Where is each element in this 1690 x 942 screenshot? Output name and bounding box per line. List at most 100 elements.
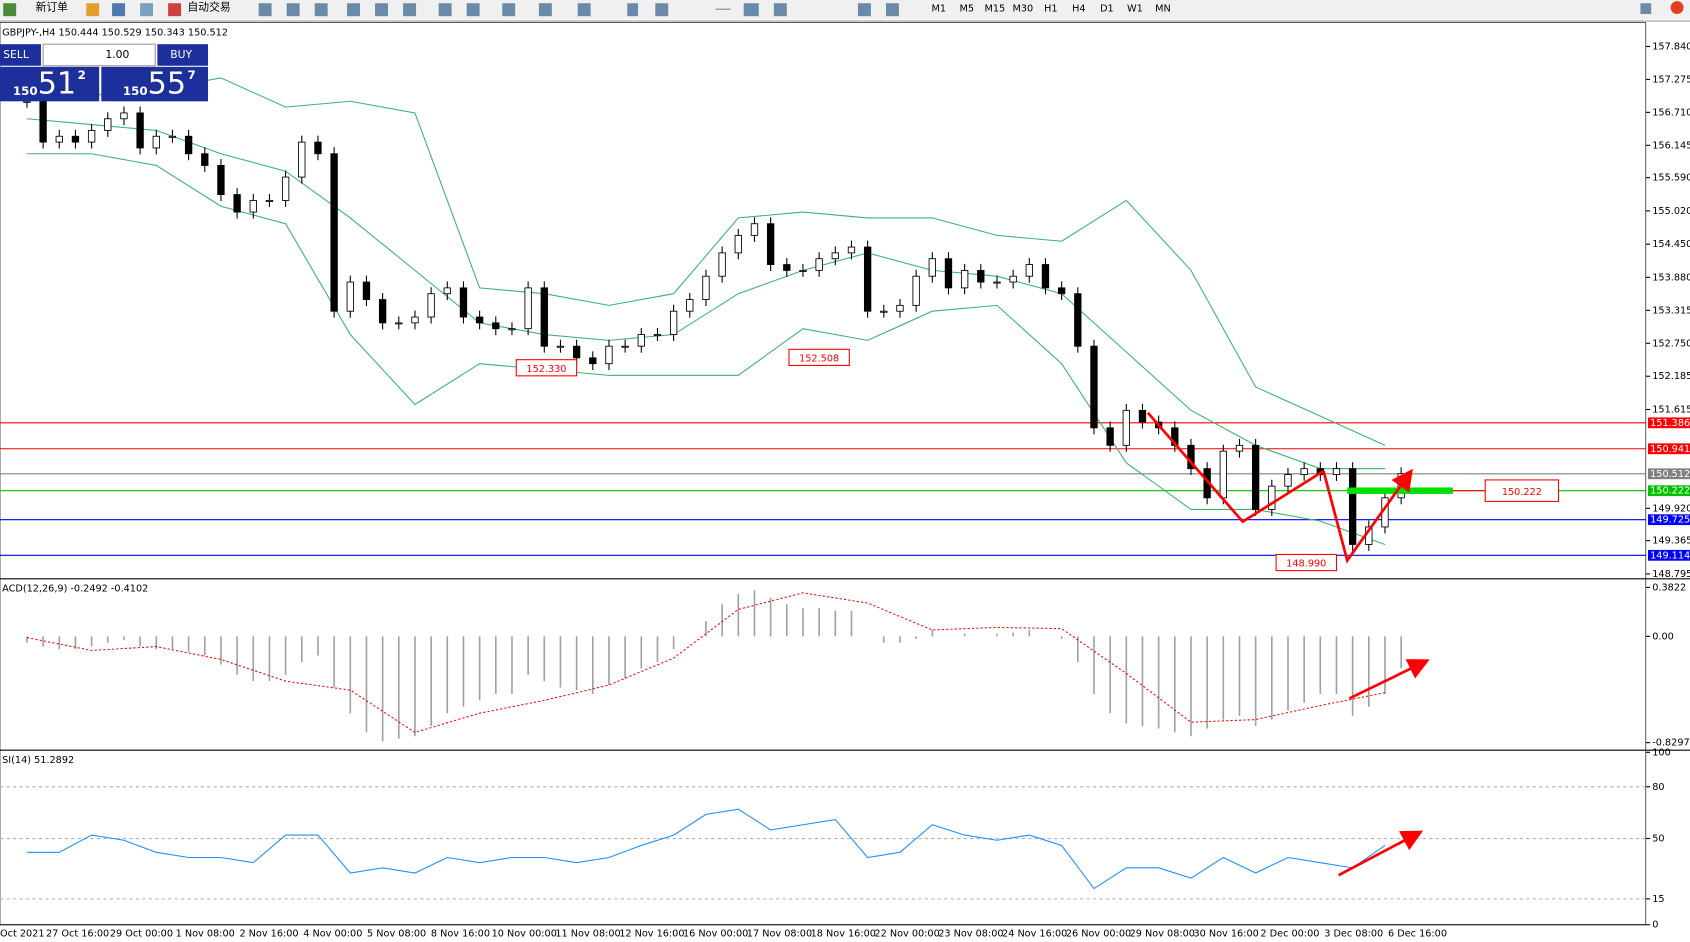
tool[interactable] bbox=[466, 3, 480, 17]
candle bbox=[653, 334, 662, 337]
candle bbox=[201, 153, 209, 166]
candle bbox=[637, 334, 645, 347]
tool[interactable] bbox=[857, 3, 871, 17]
x-tick-label: 17 Nov 08:00 bbox=[747, 928, 812, 939]
y-tick-label: 156.710 bbox=[1652, 107, 1690, 118]
tool[interactable] bbox=[885, 3, 899, 17]
level-label: 149.725 bbox=[1650, 515, 1690, 526]
y-tick-label: 50 bbox=[1652, 834, 1664, 845]
icon[interactable] bbox=[140, 3, 154, 17]
sell-label[interactable]: SELL bbox=[3, 48, 29, 61]
candle bbox=[880, 310, 888, 313]
y-tick-label: 149.920 bbox=[1652, 503, 1690, 514]
level-tag bbox=[1647, 514, 1690, 526]
tool[interactable] bbox=[403, 3, 417, 17]
icon[interactable] bbox=[112, 3, 126, 17]
level-tag bbox=[1647, 443, 1690, 455]
candle bbox=[734, 234, 742, 254]
tool[interactable] bbox=[577, 3, 591, 17]
tool[interactable] bbox=[502, 3, 516, 17]
tool[interactable] bbox=[627, 3, 639, 17]
tool[interactable] bbox=[286, 3, 300, 17]
level-label: 151.386 bbox=[1650, 418, 1690, 429]
band-upper bbox=[26, 77, 1386, 446]
tool[interactable] bbox=[347, 3, 360, 17]
timeframe-button[interactable]: D1 bbox=[1100, 4, 1114, 15]
new-order-button[interactable]: 新订单 bbox=[36, 1, 69, 14]
candle bbox=[847, 246, 856, 254]
lots[interactable]: 1.00 bbox=[105, 48, 129, 61]
tool[interactable] bbox=[715, 8, 731, 10]
candle bbox=[977, 269, 985, 283]
timeframe-button[interactable]: H4 bbox=[1072, 4, 1085, 15]
tool[interactable] bbox=[773, 3, 787, 17]
y-tick-label: 0.00 bbox=[1652, 631, 1674, 642]
timeframe-button[interactable]: W1 bbox=[1127, 4, 1143, 15]
y-tick-label: 151.615 bbox=[1652, 404, 1690, 415]
tool[interactable] bbox=[655, 3, 669, 17]
price-annotation-box bbox=[1484, 479, 1560, 503]
timeframe-button[interactable]: M1 bbox=[932, 4, 947, 15]
ask-handle: 150 bbox=[123, 84, 148, 98]
candle bbox=[395, 322, 403, 325]
buy-button[interactable] bbox=[157, 44, 209, 66]
chart-tools bbox=[258, 3, 1652, 17]
candle bbox=[1041, 264, 1050, 289]
tool[interactable] bbox=[538, 3, 552, 17]
candle bbox=[120, 112, 128, 120]
candle bbox=[960, 269, 969, 289]
tool[interactable] bbox=[258, 3, 272, 17]
candle bbox=[217, 164, 225, 196]
tool[interactable] bbox=[438, 3, 452, 17]
auto-trade-button[interactable]: 自动交易 bbox=[188, 1, 231, 14]
candle bbox=[87, 129, 96, 143]
timeframe-button[interactable]: H1 bbox=[1044, 4, 1057, 15]
price-annotation-box bbox=[788, 348, 850, 367]
level-tag bbox=[1647, 549, 1690, 561]
candle bbox=[411, 316, 419, 324]
candle bbox=[993, 281, 1001, 284]
candle bbox=[912, 275, 920, 306]
level-tag bbox=[1647, 485, 1690, 497]
bid-box[interactable] bbox=[0, 66, 100, 102]
timeframe-button[interactable]: M15 bbox=[984, 4, 1005, 15]
new-order-icon[interactable] bbox=[3, 3, 17, 17]
timeframe-button[interactable]: MN bbox=[1155, 4, 1171, 15]
candle bbox=[1300, 468, 1308, 475]
y-tick-label: 153.315 bbox=[1652, 305, 1690, 316]
level-label: 149.114 bbox=[1650, 550, 1690, 561]
level-label: 150.941 bbox=[1650, 444, 1690, 455]
candle bbox=[589, 357, 597, 365]
sell-button[interactable] bbox=[0, 44, 41, 66]
buy-label[interactable]: BUY bbox=[170, 48, 192, 61]
candle bbox=[168, 135, 177, 138]
price-panel: 157.840 157.275 156.710 156.145 155.590 155.0… bbox=[0, 41, 1690, 580]
auto-trade-icon[interactable] bbox=[168, 3, 182, 17]
ask-box[interactable] bbox=[101, 66, 209, 102]
macd-arrow bbox=[1348, 659, 1430, 700]
icon[interactable] bbox=[86, 3, 100, 17]
candle bbox=[443, 287, 451, 295]
candle bbox=[1122, 409, 1130, 446]
notification[interactable] bbox=[1670, 1, 1684, 15]
timeframe-button[interactable]: M5 bbox=[960, 4, 975, 15]
drawn-arrows bbox=[1146, 411, 1430, 877]
tool[interactable] bbox=[743, 3, 759, 17]
tool[interactable] bbox=[314, 3, 328, 17]
candle bbox=[1138, 409, 1147, 423]
candle bbox=[298, 141, 306, 178]
candle bbox=[459, 287, 468, 318]
timeframe-button[interactable]: M30 bbox=[1012, 4, 1033, 15]
candle bbox=[71, 135, 80, 143]
x-tick-label: 29 Oct 00:00 bbox=[110, 928, 173, 939]
search[interactable] bbox=[1640, 3, 1652, 15]
x-tick-label: 11 Nov 08:00 bbox=[555, 928, 620, 939]
candle bbox=[23, 100, 31, 103]
bid-handle: 150 bbox=[13, 84, 38, 98]
candle bbox=[540, 287, 548, 347]
tool[interactable] bbox=[375, 3, 389, 17]
price-annotation: 152.508 bbox=[799, 353, 839, 364]
candle bbox=[1009, 275, 1017, 283]
lots-field[interactable] bbox=[42, 43, 156, 67]
